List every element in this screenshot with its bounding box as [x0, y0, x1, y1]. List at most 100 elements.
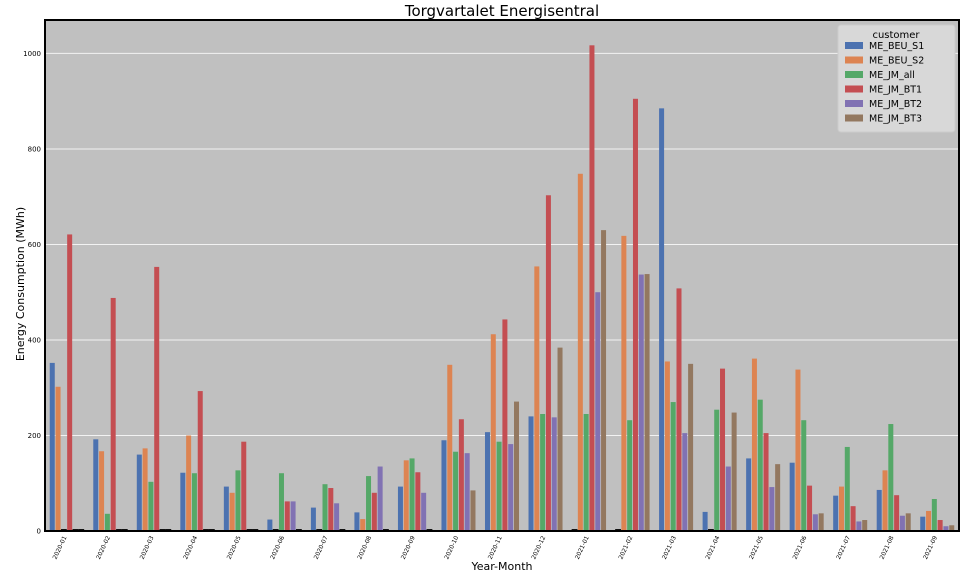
y-tick-label: 0 [37, 528, 41, 536]
x-tick-label: 2020-02 [95, 535, 112, 561]
x-tick-label: 2021-06 [792, 535, 809, 561]
x-tick-label: 2020-07 [313, 535, 330, 561]
bar [354, 512, 360, 531]
bar [801, 420, 807, 531]
bar [67, 234, 73, 532]
x-tick-label: 2021-05 [748, 535, 765, 561]
x-tick-label: 2021-03 [661, 535, 678, 561]
bar [818, 513, 824, 531]
bar [943, 526, 949, 531]
x-tick-label: 2021-04 [704, 535, 721, 561]
bar [453, 451, 459, 531]
bar [197, 391, 203, 531]
bar [926, 510, 932, 531]
bar [223, 486, 229, 531]
bar [876, 489, 882, 531]
x-tick-label: 2020-04 [182, 535, 199, 561]
bar [769, 487, 775, 531]
bar [403, 460, 409, 531]
x-tick-label: 2021-08 [879, 535, 896, 561]
bar [856, 521, 862, 531]
bar [334, 503, 340, 531]
bar [751, 358, 757, 531]
bar [850, 506, 856, 531]
bar [899, 515, 905, 531]
bar [458, 419, 464, 531]
bar [104, 513, 110, 531]
bar [180, 472, 186, 531]
x-tick-label: 2020-12 [530, 535, 547, 561]
y-tick-label: 600 [28, 241, 41, 249]
x-tick-label: 2020-09 [400, 535, 417, 561]
bar [154, 266, 160, 531]
bar [508, 444, 514, 531]
bar [235, 470, 241, 531]
y-tick-label: 200 [28, 432, 41, 440]
bar [833, 495, 839, 531]
bar [136, 454, 142, 531]
bar [371, 492, 377, 531]
bar [688, 363, 694, 531]
bar [142, 448, 148, 531]
bar [638, 274, 644, 531]
x-tick-label: 2020-03 [139, 535, 156, 561]
bar [502, 319, 508, 531]
bar [812, 514, 818, 531]
bar [409, 458, 415, 531]
bar [714, 409, 720, 531]
bar [540, 413, 546, 531]
x-tick-label: 2021-09 [922, 535, 939, 561]
plot-background [45, 20, 959, 531]
bar [601, 230, 607, 531]
bar [484, 432, 490, 531]
grid-lines [45, 52, 959, 436]
bar [757, 399, 763, 531]
bar [795, 369, 801, 531]
x-tick-label: 2020-08 [356, 535, 373, 561]
bar [888, 424, 894, 531]
x-tick-label: 2021-02 [617, 535, 634, 561]
legend-label: ME_JM_BT1 [869, 85, 922, 96]
bar [807, 485, 813, 531]
bar [191, 473, 197, 531]
bar [514, 401, 520, 531]
legend-items: ME_BEU_S1 ME_BEU_S2 ME_JM_all ME_JM_BT1 ME_J… [845, 41, 924, 125]
legend-label: ME_JM_BT2 [869, 99, 922, 110]
bar [621, 235, 627, 531]
bar [55, 386, 61, 531]
legend-swatch [845, 114, 863, 122]
bar [49, 362, 55, 531]
bar [99, 451, 105, 531]
bar [421, 492, 427, 531]
legend-title: customer [872, 30, 920, 41]
x-tick-label: 2020-05 [226, 535, 243, 561]
y-tick-label: 800 [28, 145, 41, 153]
bar [920, 516, 926, 531]
legend-label: ME_JM_all [869, 70, 915, 81]
bar [366, 476, 372, 531]
bar [731, 412, 737, 531]
bar [905, 513, 911, 531]
y-axis-label: Energy Consumption (MWh) [14, 207, 27, 361]
bar [241, 441, 247, 531]
bar [148, 481, 154, 531]
bar [583, 413, 589, 531]
legend-box [837, 24, 956, 133]
x-tick-label: 2020-06 [269, 535, 286, 561]
bar [267, 519, 273, 531]
legend-swatch [845, 100, 863, 107]
bar [789, 462, 795, 531]
bar [93, 439, 99, 531]
bars [49, 45, 955, 532]
bar [664, 361, 670, 531]
legend-swatch [845, 85, 863, 93]
y-tick-label: 1000 [23, 50, 41, 58]
bar [577, 173, 583, 531]
bar [110, 297, 116, 531]
bar [496, 441, 502, 531]
bar [746, 458, 752, 531]
bar [720, 368, 726, 531]
bar [682, 433, 688, 531]
bar [844, 446, 850, 531]
bar [545, 195, 551, 531]
